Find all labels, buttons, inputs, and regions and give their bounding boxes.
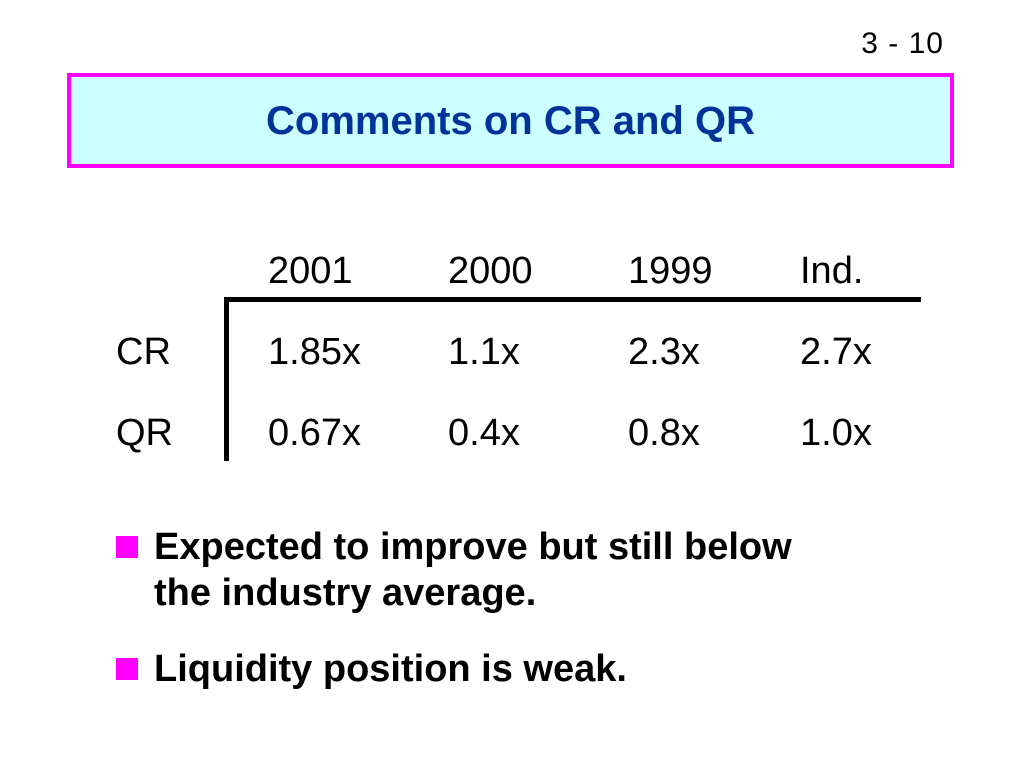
bullet-item: Expected to improve but still below the … [116, 524, 936, 616]
row-label-cr: CR [116, 331, 171, 373]
column-header-1999: 1999 [628, 250, 713, 292]
square-bullet-icon [116, 658, 138, 680]
cr-2001-value: 1.85x [268, 331, 361, 373]
cr-1999-value: 2.3x [628, 331, 700, 373]
column-header-industry: Ind. [800, 250, 864, 292]
square-bullet-icon [116, 536, 138, 558]
qr-industry-value: 1.0x [800, 412, 872, 454]
bullet-text: Expected to improve but still below the … [154, 526, 792, 614]
row-label-qr: QR [116, 412, 173, 454]
slide-title: Comments on CR and QR [266, 98, 755, 143]
header-divider [226, 297, 921, 302]
qr-2001-value: 0.67x [268, 412, 361, 454]
label-divider [224, 297, 229, 461]
title-box: Comments on CR and QR [67, 73, 954, 168]
cr-industry-value: 2.7x [800, 331, 872, 373]
qr-2000-value: 0.4x [448, 412, 520, 454]
column-header-2000: 2000 [448, 250, 533, 292]
bullet-text: Liquidity position is weak. [154, 648, 627, 690]
bullet-item: Liquidity position is weak. [116, 646, 936, 692]
column-header-2001: 2001 [268, 250, 353, 292]
slide-number: 3 - 10 [861, 27, 944, 60]
cr-2000-value: 1.1x [448, 331, 520, 373]
qr-1999-value: 0.8x [628, 412, 700, 454]
